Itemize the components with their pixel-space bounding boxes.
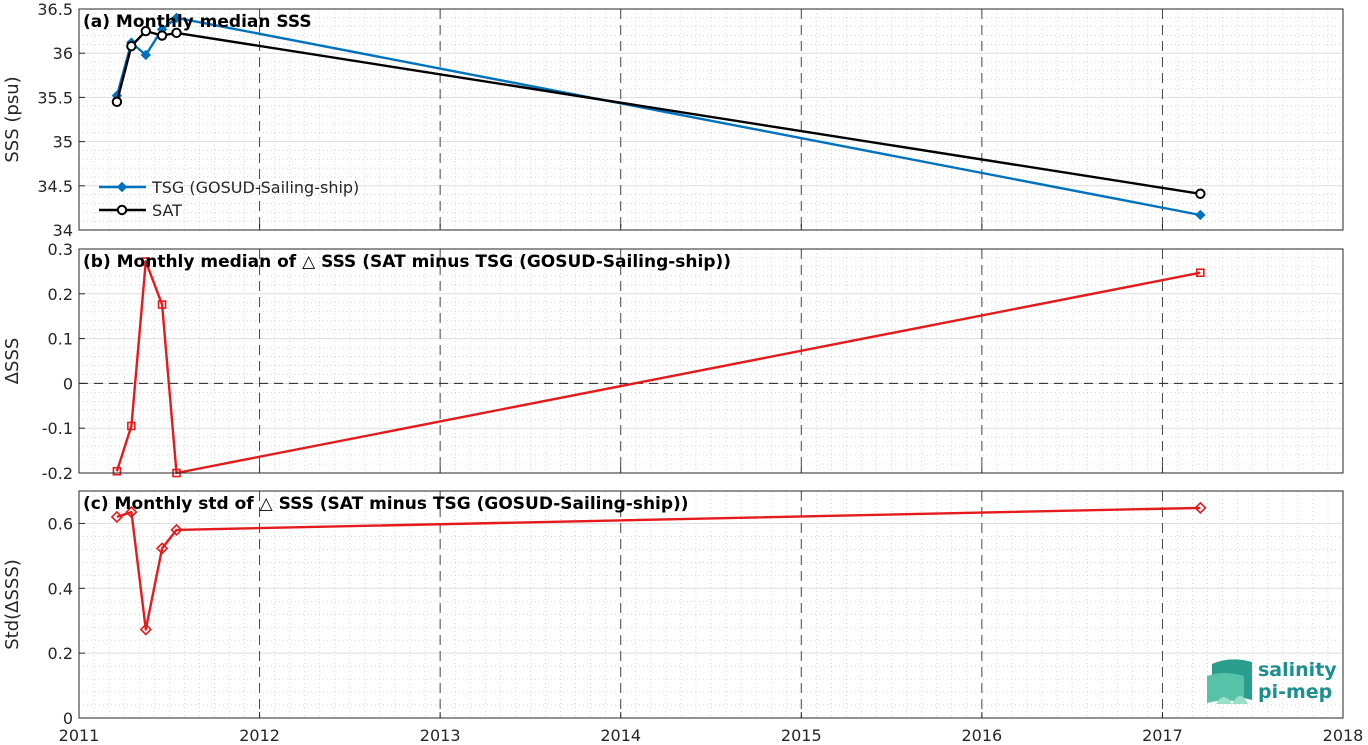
legend-marker [116, 204, 128, 216]
y-tick-label: 34.5 [37, 177, 73, 196]
series-2 [111, 25, 1206, 199]
x-tick-label: 2014 [600, 726, 641, 745]
legend: TSG (GOSUD-Sailing-ship) SAT [99, 178, 359, 220]
data-point [112, 466, 122, 476]
salinity-pi-mep-logo: salinity pi-mep [1207, 659, 1337, 704]
minor-grid [79, 249, 1343, 473]
data-point [1196, 268, 1205, 278]
y-axis-label: ΔSSS [2, 338, 23, 385]
plot-area [79, 491, 1343, 718]
data-point [1194, 501, 1207, 514]
data-point [170, 523, 183, 537]
panel-c: 0 0.2 0.4 0.6 2011 2012 2013 2014 2015 2016 2017 20… [2, 490, 1364, 745]
y-tick-label: 0.1 [48, 330, 73, 349]
series-line [115, 29, 1201, 195]
y-tick-label: 36 [53, 44, 73, 63]
y-axis-label: SSS (psu) [2, 76, 23, 162]
data-point [126, 40, 137, 52]
data-point [111, 96, 123, 108]
x-tick-label: 2016 [961, 726, 1002, 745]
minor-grid [79, 491, 1343, 718]
data-point [171, 12, 182, 24]
data-point [141, 257, 151, 266]
y-tick-label: 0.2 [48, 644, 73, 663]
logo-line-1: salinity [1258, 659, 1337, 681]
data-point [155, 542, 169, 555]
legend-entry: TSG (GOSUD-Sailing-ship) [99, 178, 359, 197]
y-tick-label: 34 [53, 221, 73, 240]
y-tick-label: 0 [63, 709, 73, 728]
y-tick-label: 0.3 [48, 240, 73, 259]
y-axis-label: Std(ΔSSS) [2, 559, 23, 650]
axes-box [78, 8, 1344, 231]
y-tick-label: 0 [63, 374, 73, 393]
axes-box [78, 490, 1344, 719]
panel-title: (c) Monthly std of △ SSS (SAT minus TSG … [83, 494, 689, 514]
panel-title: (b) Monthly median of △ SSS (SAT minus T… [83, 252, 731, 272]
x-tick-label: 2011 [59, 726, 100, 745]
y-tick-label: 0.4 [48, 579, 73, 598]
axes-box [78, 248, 1344, 474]
y-tick-label: -0.1 [42, 419, 73, 438]
data-point [171, 27, 182, 39]
x-tick-label: 2015 [781, 726, 822, 745]
panel-a: 34 34.5 35 35.5 36 36.5 SSS (psu) (a) Monthly m… [2, 0, 1344, 240]
panel-title: (a) Monthly median SSS [83, 12, 312, 32]
x-tick-label: 2017 [1142, 726, 1183, 745]
logo-line-2: pi-mep [1258, 681, 1332, 703]
x-tick-label: 2013 [420, 726, 461, 745]
legend-marker [116, 181, 128, 193]
data-point [1195, 188, 1206, 199]
legend-entry: SAT [99, 201, 182, 220]
series-line [115, 260, 1201, 475]
y-tick-label: 36.5 [37, 0, 73, 19]
series-line [116, 506, 1201, 631]
y-tick-label: 35 [53, 133, 73, 152]
panel-b: -0.2 -0.1 0 0.1 0.2 0.3 ΔSSS (b) Monthly median… [2, 240, 1344, 483]
data-point [156, 30, 168, 41]
legend-label: TSG (GOSUD-Sailing-ship) [151, 178, 359, 197]
data-point [140, 49, 152, 61]
data-point [110, 510, 124, 524]
logo-mark-icon [1207, 659, 1252, 704]
data-point [140, 25, 152, 37]
y-tick-label: 35.5 [37, 88, 73, 107]
y-tick-label: -0.2 [42, 464, 73, 483]
y-tick-label: 0.6 [48, 514, 73, 533]
x-tick-label: 2012 [239, 726, 280, 745]
series-1 [110, 501, 1207, 636]
x-tick-label: 2018 [1323, 726, 1364, 745]
data-point [139, 623, 152, 636]
data-point [157, 300, 167, 309]
legend-label: SAT [152, 201, 182, 220]
y-tick-label: 0.2 [48, 285, 73, 304]
data-point [127, 421, 136, 431]
data-point [1195, 209, 1206, 221]
data-point [125, 505, 138, 519]
